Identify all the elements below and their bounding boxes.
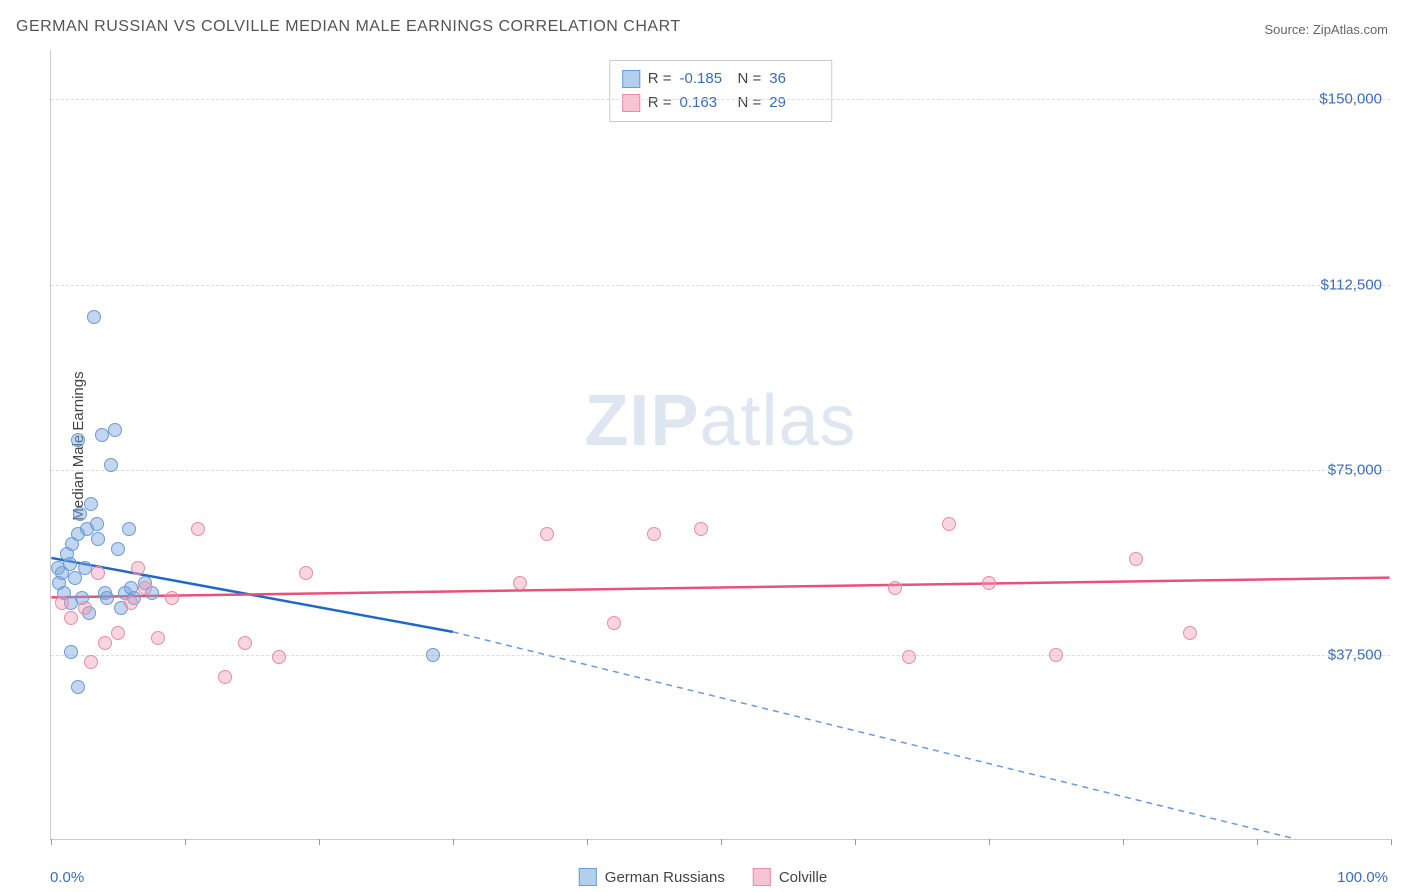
scatter-point xyxy=(299,566,313,580)
gridline xyxy=(51,470,1390,471)
scatter-point xyxy=(64,611,78,625)
legend-series-label: Colville xyxy=(779,869,827,886)
trend-line-german-russians-dashed xyxy=(453,632,1296,839)
x-tick xyxy=(587,839,588,845)
gridline xyxy=(51,285,1390,286)
x-tick xyxy=(989,839,990,845)
chart-title: GERMAN RUSSIAN VS COLVILLE MEDIAN MALE E… xyxy=(16,18,681,36)
trend-line-colville xyxy=(51,578,1389,598)
scatter-point xyxy=(138,581,152,595)
scatter-point xyxy=(63,557,77,571)
scatter-point xyxy=(694,522,708,536)
scatter-point xyxy=(71,433,85,447)
scatter-point xyxy=(151,631,165,645)
x-axis-min-label: 0.0% xyxy=(50,869,84,886)
scatter-point xyxy=(108,423,122,437)
source-credit: Source: ZipAtlas.com xyxy=(1264,22,1388,37)
x-tick xyxy=(1391,839,1392,845)
y-tick-label: $150,000 xyxy=(1319,91,1382,108)
scatter-point xyxy=(607,616,621,630)
scatter-point xyxy=(218,670,232,684)
x-tick xyxy=(185,839,186,845)
scatter-point xyxy=(540,527,554,541)
scatter-point xyxy=(78,561,92,575)
legend-series-item: German Russians xyxy=(579,868,725,886)
y-tick-label: $75,000 xyxy=(1328,461,1382,478)
scatter-point xyxy=(71,680,85,694)
scatter-point xyxy=(1049,648,1063,662)
scatter-point xyxy=(191,522,205,536)
legend-series-item: Colville xyxy=(753,868,827,886)
scatter-point xyxy=(513,576,527,590)
plot-area: ZIPatlas R =-0.185N =36R =0.163N =29 $37… xyxy=(50,50,1390,840)
scatter-point xyxy=(1183,626,1197,640)
scatter-point xyxy=(888,581,902,595)
scatter-point xyxy=(84,655,98,669)
scatter-point xyxy=(98,636,112,650)
scatter-point xyxy=(111,626,125,640)
y-tick-label: $112,500 xyxy=(1321,276,1382,293)
x-tick xyxy=(721,839,722,845)
scatter-point xyxy=(64,645,78,659)
y-tick-label: $37,500 xyxy=(1328,646,1382,663)
legend-swatch xyxy=(579,868,597,886)
legend-series-label: German Russians xyxy=(605,869,725,886)
scatter-point xyxy=(122,522,136,536)
scatter-point xyxy=(942,517,956,531)
x-tick xyxy=(453,839,454,845)
scatter-point xyxy=(95,428,109,442)
scatter-point xyxy=(78,601,92,615)
trend-lines-layer xyxy=(51,50,1390,839)
gridline xyxy=(51,99,1390,100)
x-tick xyxy=(1257,839,1258,845)
scatter-point xyxy=(1129,552,1143,566)
x-tick xyxy=(319,839,320,845)
scatter-point xyxy=(124,596,138,610)
scatter-point xyxy=(165,591,179,605)
scatter-point xyxy=(982,576,996,590)
legend-swatch xyxy=(753,868,771,886)
scatter-point xyxy=(90,517,104,531)
scatter-point xyxy=(55,596,69,610)
gridline xyxy=(51,655,1390,656)
scatter-point xyxy=(426,648,440,662)
scatter-point xyxy=(91,532,105,546)
x-tick xyxy=(855,839,856,845)
x-axis-max-label: 100.0% xyxy=(1337,869,1388,886)
scatter-point xyxy=(111,542,125,556)
scatter-point xyxy=(238,636,252,650)
scatter-point xyxy=(272,650,286,664)
scatter-point xyxy=(131,561,145,575)
series-legend: German Russians Colville xyxy=(579,868,827,886)
scatter-point xyxy=(104,458,118,472)
scatter-point xyxy=(902,650,916,664)
x-tick xyxy=(51,839,52,845)
scatter-point xyxy=(87,310,101,324)
scatter-point xyxy=(91,566,105,580)
x-tick xyxy=(1123,839,1124,845)
scatter-point xyxy=(84,497,98,511)
scatter-point xyxy=(100,591,114,605)
scatter-point xyxy=(647,527,661,541)
